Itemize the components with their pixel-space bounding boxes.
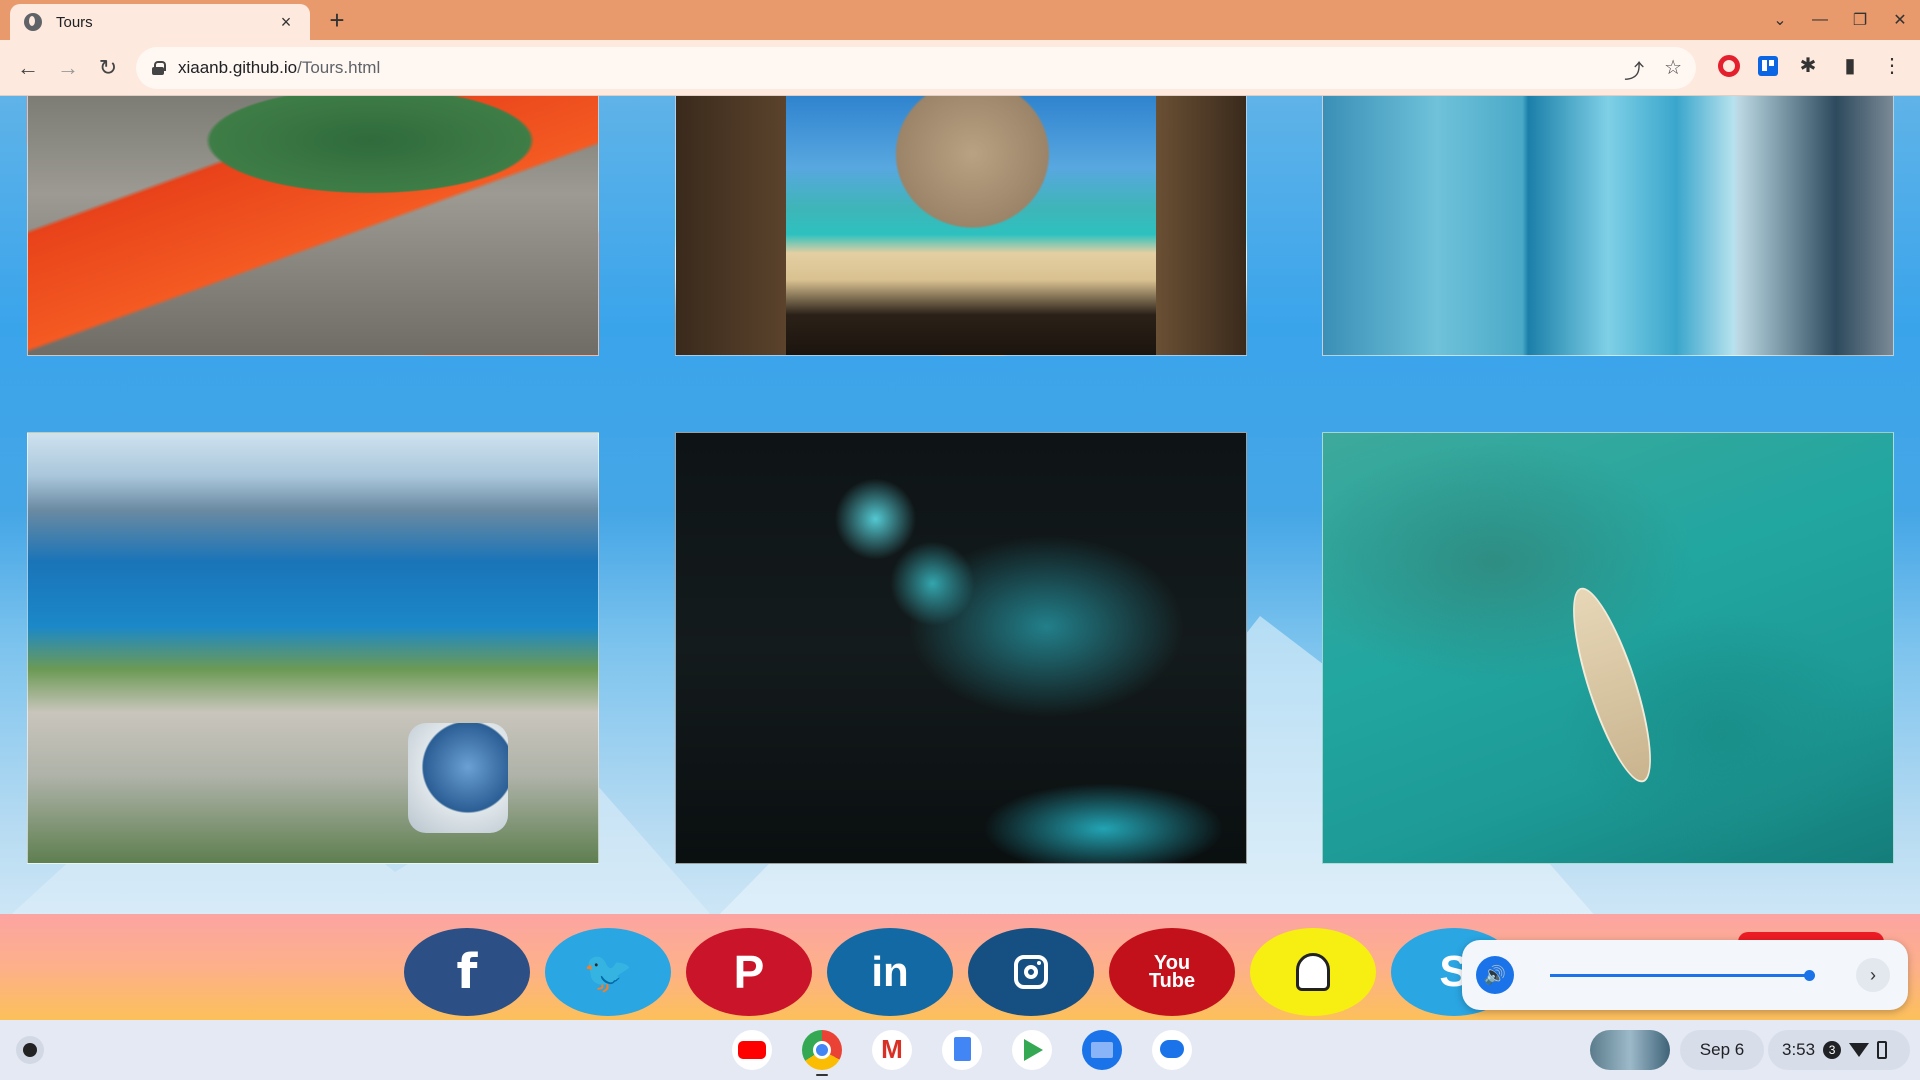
close-window-button[interactable]: ✕ <box>1893 12 1907 29</box>
snapchat-button[interactable] <box>1250 928 1376 1016</box>
minimize-button[interactable]: — <box>1812 11 1828 28</box>
screen-capture-thumbnail[interactable] <box>1590 1030 1670 1070</box>
linkedin-icon: in <box>871 948 909 995</box>
youtube-button[interactable]: You Tube <box>1109 928 1235 1016</box>
extension-area: ✱ ▮ ⋮ <box>1718 54 1904 78</box>
pinterest-button[interactable]: P <box>686 928 812 1016</box>
tour-photo-glacier[interactable] <box>1322 96 1894 356</box>
twitter-button[interactable]: 🐦 <box>545 928 671 1016</box>
tab-strip: Tours × + ⌄ — ❐ ✕ <box>0 0 1920 40</box>
facebook-icon: f <box>456 944 478 1000</box>
clock-time: 3:53 <box>1782 1040 1816 1059</box>
system-shelf: Sep 6 3:53 3 <box>0 1020 1920 1080</box>
docs-app-icon[interactable] <box>942 1030 982 1070</box>
share-icon[interactable]: ⤴ <box>1624 61 1645 83</box>
reload-button[interactable]: ↻ <box>98 55 118 80</box>
opera-extension-icon[interactable] <box>1718 55 1740 77</box>
launcher-icon[interactable] <box>16 1036 44 1064</box>
files-app-icon[interactable] <box>1082 1030 1122 1070</box>
youtube-icon-top: You <box>1153 952 1191 974</box>
battery-icon <box>1877 1041 1888 1059</box>
tab-close-button[interactable]: × <box>280 11 292 32</box>
url-text[interactable]: xiaanb.github.io/Tours.html <box>178 58 380 78</box>
puzzle-extensions-icon[interactable]: ✱ <box>1799 55 1817 77</box>
status-tray[interactable]: 3:53 3 <box>1768 1030 1910 1070</box>
url-path: /Tours.html <box>297 58 381 77</box>
snapchat-ghost-icon <box>1296 953 1330 991</box>
volume-slider-track[interactable] <box>1550 974 1809 977</box>
new-tab-button[interactable]: + <box>329 5 345 35</box>
chrome-app-icon[interactable] <box>802 1030 842 1070</box>
instagram-button[interactable] <box>968 928 1094 1016</box>
tour-photo-glowworm-cave[interactable] <box>675 432 1247 864</box>
bookmark-star-icon[interactable]: ☆ <box>1664 57 1682 79</box>
back-button[interactable]: ← <box>17 55 39 80</box>
tour-photo-hot-spring[interactable] <box>27 96 599 356</box>
side-panel-icon[interactable]: ▮ <box>1844 55 1856 77</box>
url-host: xiaanb.github.io <box>178 58 298 77</box>
volume-popup: 🔊 › <box>1462 940 1908 1010</box>
more-menu-icon[interactable]: ⋮ <box>1882 55 1902 77</box>
pinterest-icon: P <box>733 946 765 998</box>
omnibox-actions: ⤴ ☆ <box>1624 55 1682 84</box>
tours-page <box>0 96 1920 1020</box>
chevron-right-icon[interactable]: › <box>1856 958 1890 992</box>
speaker-icon[interactable]: 🔊 <box>1476 956 1514 994</box>
active-app-indicator <box>816 1074 828 1076</box>
window-controls: ⌄ — ❐ ✕ <box>1760 0 1920 40</box>
facebook-button[interactable]: f <box>404 928 530 1016</box>
forward-button[interactable]: → <box>57 55 79 80</box>
browser-toolbar: ← → ↻ xiaanb.github.io/Tours.html ⤴ ☆ ✱ … <box>0 40 1920 96</box>
tour-photo-beach-cove[interactable] <box>675 96 1247 356</box>
globe-icon <box>24 13 42 31</box>
youtube-icon-bottom: Tube <box>1148 970 1196 992</box>
date-tray[interactable]: Sep 6 <box>1680 1030 1764 1070</box>
instagram-icon <box>1014 955 1048 989</box>
twitter-icon: 🐦 <box>583 950 633 995</box>
restore-button[interactable]: ❐ <box>1852 12 1868 29</box>
tour-photo-gondola[interactable] <box>27 432 599 864</box>
messages-app-icon[interactable] <box>1152 1030 1192 1070</box>
linkedin-button[interactable]: in <box>827 928 953 1016</box>
tab-title: Tours <box>56 13 93 31</box>
lock-icon[interactable] <box>152 61 166 75</box>
notification-count-badge: 3 <box>1823 1041 1842 1059</box>
tab-tours[interactable]: Tours × <box>10 4 310 40</box>
tab-search-button[interactable]: ⌄ <box>1773 12 1787 29</box>
wifi-icon <box>1849 1043 1870 1057</box>
play-store-app-icon[interactable] <box>1012 1030 1052 1070</box>
gmail-app-icon[interactable] <box>872 1030 912 1070</box>
address-bar[interactable]: xiaanb.github.io/Tours.html ⤴ ☆ <box>136 47 1696 89</box>
trello-extension-icon[interactable] <box>1758 56 1778 76</box>
youtube-app-icon[interactable] <box>732 1030 772 1070</box>
volume-slider-handle[interactable] <box>1803 970 1815 981</box>
tour-photo-kayak[interactable] <box>1322 432 1894 864</box>
